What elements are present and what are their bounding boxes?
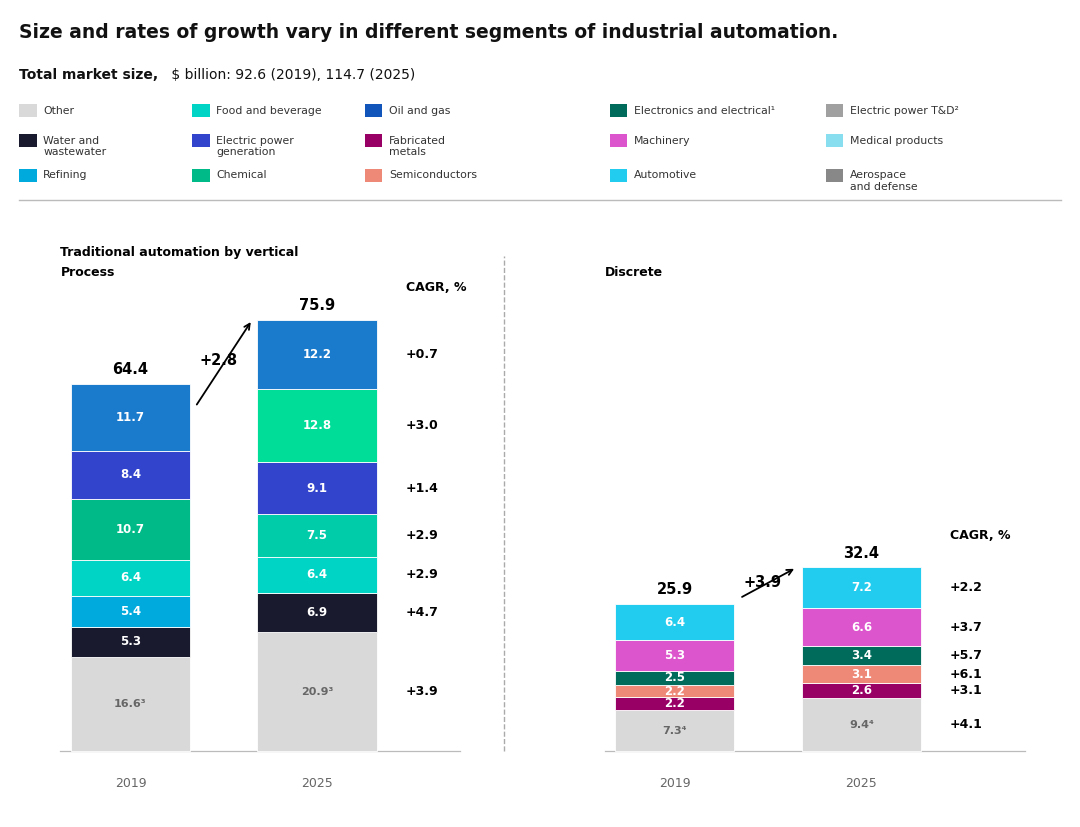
Bar — [616, 640, 734, 671]
Text: +2.8: +2.8 — [200, 353, 238, 368]
Text: 64.4: 64.4 — [112, 362, 148, 377]
Text: 7.2: 7.2 — [851, 581, 872, 595]
Text: 2.6: 2.6 — [851, 684, 872, 697]
Text: 6.4: 6.4 — [307, 568, 327, 581]
Text: +1.4: +1.4 — [406, 481, 438, 495]
Text: Water and
wastewater: Water and wastewater — [43, 136, 106, 157]
Text: 11.7: 11.7 — [116, 411, 145, 424]
Text: 2.2: 2.2 — [664, 697, 685, 710]
Bar — [71, 451, 190, 499]
Text: +5.7: +5.7 — [950, 649, 983, 662]
Text: Medical products: Medical products — [850, 136, 943, 146]
Text: +6.1: +6.1 — [950, 667, 983, 681]
Text: 20.9³: 20.9³ — [301, 687, 334, 697]
Text: 2019: 2019 — [114, 777, 146, 790]
Text: $ billion: 92.6 (2019), 114.7 (2025): $ billion: 92.6 (2019), 114.7 (2025) — [167, 68, 416, 82]
Bar — [71, 499, 190, 560]
Text: Semiconductors: Semiconductors — [389, 170, 476, 180]
Bar — [616, 697, 734, 710]
Bar — [801, 609, 921, 646]
Text: 7.3⁴: 7.3⁴ — [662, 725, 687, 736]
Bar — [257, 514, 377, 557]
Text: Process: Process — [60, 265, 114, 279]
Text: Electric power
generation: Electric power generation — [216, 136, 294, 157]
Bar — [71, 657, 190, 752]
Bar — [801, 683, 921, 698]
Text: CAGR, %: CAGR, % — [406, 281, 467, 294]
Text: +2.9: +2.9 — [406, 568, 438, 581]
Bar — [257, 593, 377, 633]
Text: +3.7: +3.7 — [950, 621, 983, 633]
Text: Total market size,: Total market size, — [19, 68, 159, 82]
Text: Refining: Refining — [43, 170, 87, 180]
Text: +3.9: +3.9 — [744, 576, 782, 590]
Text: 16.6³: 16.6³ — [114, 699, 147, 710]
Text: 5.3: 5.3 — [120, 635, 141, 648]
Text: CAGR, %: CAGR, % — [950, 528, 1011, 542]
Bar — [616, 685, 734, 697]
Text: 2025: 2025 — [301, 777, 333, 790]
Text: 12.8: 12.8 — [302, 419, 332, 433]
Text: 9.1: 9.1 — [307, 481, 327, 495]
Bar — [257, 557, 377, 593]
Text: Food and beverage: Food and beverage — [216, 106, 322, 116]
Bar — [257, 633, 377, 752]
Bar — [616, 671, 734, 685]
Text: 2019: 2019 — [659, 777, 690, 790]
Bar — [71, 560, 190, 596]
Bar — [616, 710, 734, 752]
Text: 5.4: 5.4 — [120, 605, 141, 618]
Text: 12.2: 12.2 — [302, 348, 332, 361]
Text: Electric power T&D²: Electric power T&D² — [850, 106, 959, 116]
Text: +4.1: +4.1 — [950, 718, 983, 731]
Text: 25.9: 25.9 — [657, 582, 693, 597]
Text: Oil and gas: Oil and gas — [389, 106, 450, 116]
Text: Fabricated
metals: Fabricated metals — [389, 136, 446, 157]
Text: Machinery: Machinery — [634, 136, 690, 146]
Bar — [801, 698, 921, 752]
Bar — [71, 384, 190, 451]
Bar — [801, 646, 921, 666]
Text: +0.7: +0.7 — [406, 348, 438, 361]
Text: +3.9: +3.9 — [406, 686, 438, 699]
Text: 3.1: 3.1 — [851, 667, 872, 681]
Bar — [71, 596, 190, 627]
Text: 2.2: 2.2 — [664, 685, 685, 698]
Text: 2.5: 2.5 — [664, 672, 686, 684]
Text: 6.6: 6.6 — [851, 621, 872, 633]
Text: +2.9: +2.9 — [406, 528, 438, 542]
Text: +4.7: +4.7 — [406, 606, 438, 619]
Text: 5.3: 5.3 — [664, 649, 686, 662]
Text: Other: Other — [43, 106, 75, 116]
Text: 3.4: 3.4 — [851, 649, 872, 662]
Text: 6.4: 6.4 — [120, 571, 141, 584]
Text: Traditional automation by vertical: Traditional automation by vertical — [60, 246, 299, 259]
Bar — [616, 604, 734, 640]
Bar — [801, 666, 921, 683]
Bar — [257, 320, 377, 390]
Bar — [801, 567, 921, 609]
Text: 10.7: 10.7 — [116, 523, 145, 536]
Text: Electronics and electrical¹: Electronics and electrical¹ — [634, 106, 775, 116]
Text: 75.9: 75.9 — [299, 298, 335, 313]
Text: 9.4⁴: 9.4⁴ — [849, 719, 874, 729]
Text: +3.1: +3.1 — [950, 684, 983, 697]
Text: 32.4: 32.4 — [843, 546, 879, 561]
Text: +2.2: +2.2 — [950, 581, 983, 595]
Text: Automotive: Automotive — [634, 170, 697, 180]
Text: 6.4: 6.4 — [664, 615, 686, 629]
Text: Size and rates of growth vary in different segments of industrial automation.: Size and rates of growth vary in differe… — [19, 23, 839, 42]
Text: 7.5: 7.5 — [307, 528, 327, 542]
Text: 6.9: 6.9 — [307, 606, 327, 619]
Bar — [71, 627, 190, 657]
Text: Aerospace
and defense: Aerospace and defense — [850, 170, 918, 192]
Bar — [257, 462, 377, 514]
Text: 8.4: 8.4 — [120, 468, 141, 481]
Text: 2025: 2025 — [846, 777, 877, 790]
Text: Chemical: Chemical — [216, 170, 267, 180]
Bar — [257, 390, 377, 462]
Text: Discrete: Discrete — [605, 265, 663, 279]
Text: +3.0: +3.0 — [406, 419, 438, 433]
